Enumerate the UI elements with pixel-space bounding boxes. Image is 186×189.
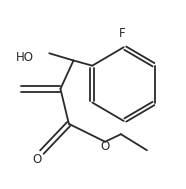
Text: O: O <box>100 140 110 153</box>
Text: HO: HO <box>16 51 34 64</box>
Text: O: O <box>33 153 42 166</box>
Text: F: F <box>118 27 125 40</box>
